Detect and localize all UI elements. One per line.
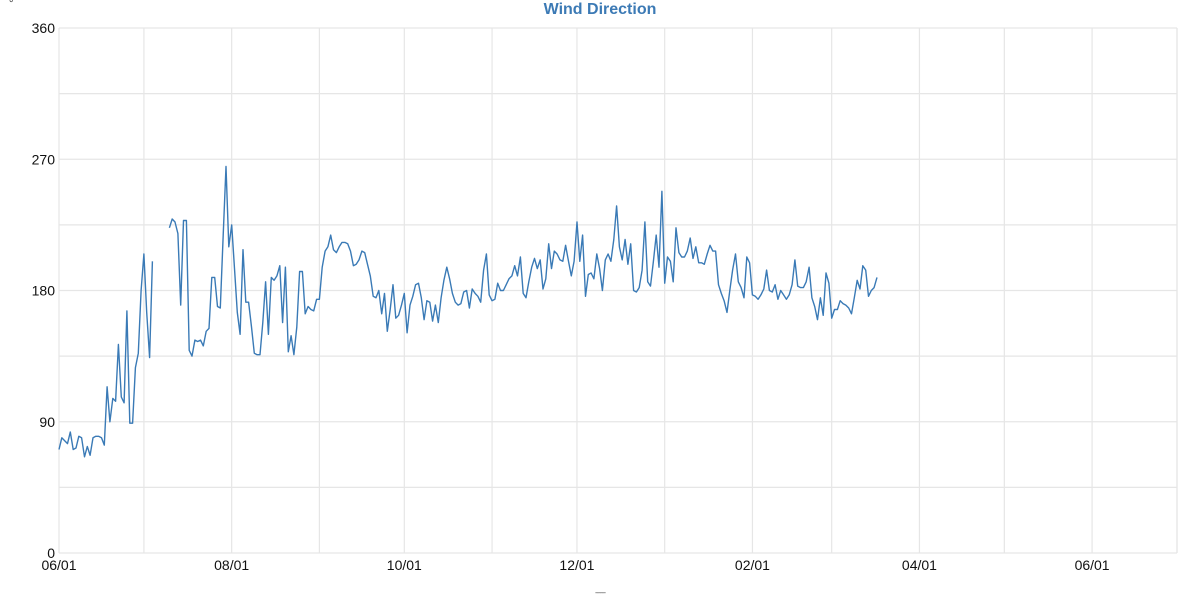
x-tick-label: 06/01	[41, 557, 76, 573]
x-axis-ticks: 06/01 08/01 10/01 12/01 02/01 04/01 06/01	[41, 557, 1109, 573]
x-tick-label: 02/01	[735, 557, 770, 573]
data-line	[58, 253, 154, 458]
x-tick-label: 06/01	[1075, 557, 1110, 573]
x-tick-label: 08/01	[214, 557, 249, 573]
y-tick-label: 180	[32, 283, 56, 299]
y-tick-label: 90	[39, 414, 55, 430]
chart-title: Wind Direction	[543, 1, 657, 18]
chart-footer: ------	[595, 588, 606, 597]
y-tick-label: 360	[32, 20, 56, 36]
y-tick-label: 270	[32, 151, 56, 167]
y-tick-label: 0	[47, 545, 55, 561]
grid-lines	[58, 27, 1178, 554]
data-series-wind-direction	[58, 165, 878, 458]
y-axis-unit-label: °	[9, 0, 14, 10]
y-axis-ticks: 0 90 180 270 360	[32, 20, 56, 561]
x-tick-label: 10/01	[387, 557, 422, 573]
x-tick-label: 12/01	[559, 557, 594, 573]
data-line	[168, 165, 878, 357]
x-tick-label: 04/01	[902, 557, 937, 573]
